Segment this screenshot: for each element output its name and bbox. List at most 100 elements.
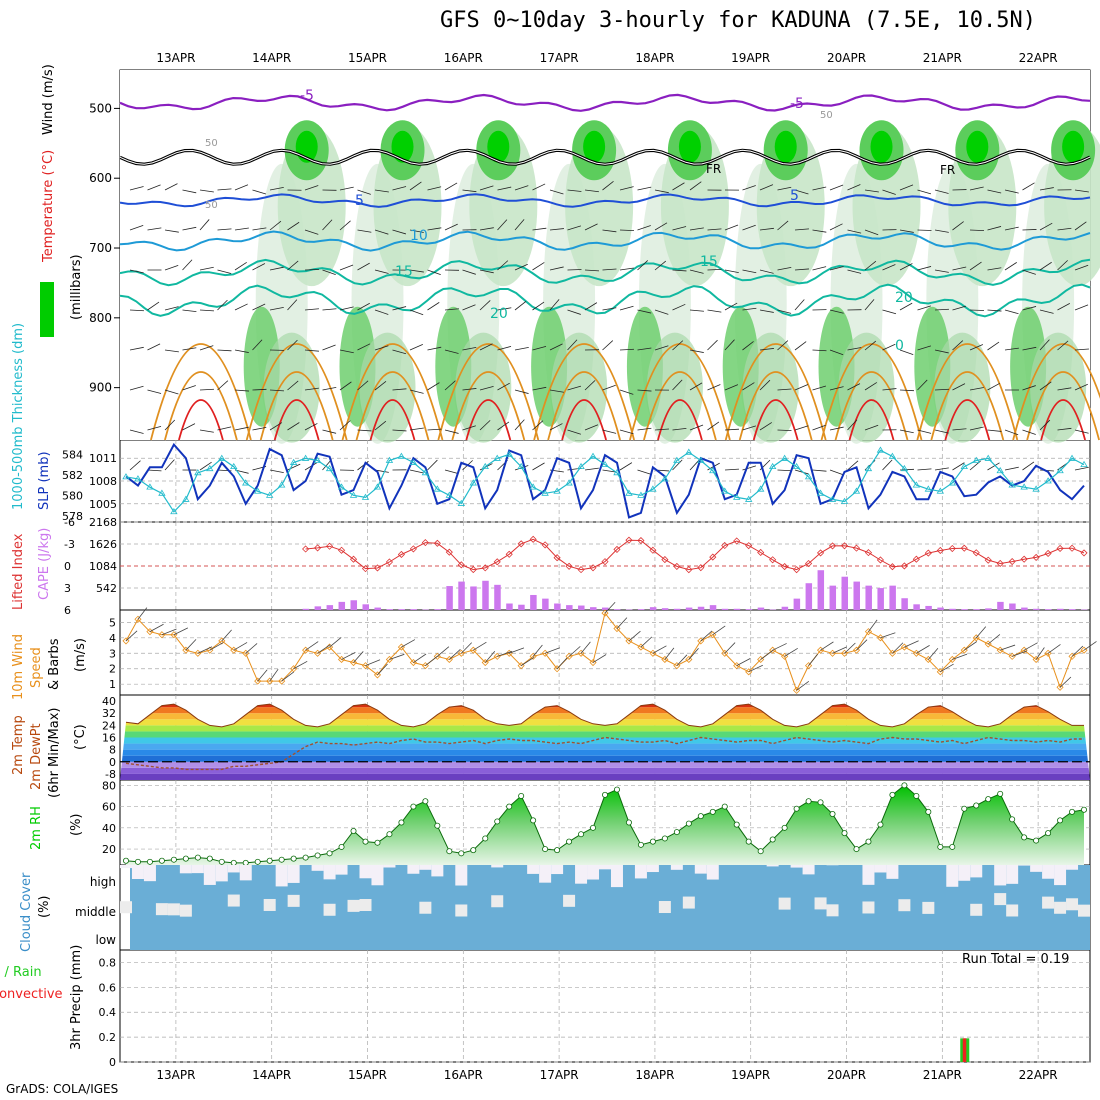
- thickness-point: [1020, 483, 1028, 490]
- temp-tick-label: 16: [102, 732, 116, 745]
- wind-barb-10m: [341, 652, 356, 660]
- wind-barb: [217, 188, 232, 191]
- rh-point: [266, 857, 273, 864]
- wind-barb: [637, 389, 652, 392]
- wind-barb: [287, 221, 300, 231]
- wind-barb: [619, 186, 634, 191]
- rh-point: [362, 838, 369, 845]
- rh-point: [781, 824, 788, 831]
- thickness-line: [125, 449, 1085, 513]
- wind-barb: [794, 384, 809, 391]
- cloud-high-gap: [670, 865, 683, 870]
- wind-speed-point: [254, 677, 262, 685]
- wind-barb: [322, 269, 336, 276]
- wind-barb: [497, 219, 508, 231]
- isotherm-arc: [437, 343, 540, 441]
- wind-barb: [444, 429, 459, 434]
- date-label-bottom: 15APR: [348, 1068, 387, 1082]
- wind-barb: [812, 424, 826, 431]
- wind-barb: [199, 429, 214, 433]
- lifted-index-point: [1020, 555, 1028, 563]
- wind-barb: [794, 341, 807, 351]
- wind-barb: [269, 306, 284, 311]
- wind-barb: [987, 382, 1000, 391]
- wind-barb: [654, 260, 667, 271]
- wind-barb-10m: [712, 625, 726, 636]
- wind-barb: [1074, 264, 1089, 271]
- wind-barb: [532, 420, 544, 431]
- wind-barb: [199, 219, 210, 231]
- wind-barb-10m: [580, 641, 591, 654]
- wind-barb-10m: [425, 656, 438, 666]
- lifted-index-point: [314, 544, 322, 552]
- cloud-high-gap: [287, 865, 300, 883]
- cloud-high-gap: [634, 865, 647, 879]
- lifted-index-point: [960, 544, 968, 552]
- wind-speed-point: [349, 658, 358, 667]
- cape-bar: [805, 583, 813, 610]
- isotherm-arc: [1012, 343, 1100, 441]
- date-label-bottom: 20APR: [827, 1068, 866, 1082]
- wind-axis-label-3: & Barbs: [47, 638, 62, 690]
- date-label-bottom: 13APR: [156, 1068, 195, 1082]
- thickness-point: [218, 454, 226, 461]
- freezing-level-line-inner: [119, 149, 1091, 165]
- cloud-cover-panel: high middle low: [75, 865, 1091, 950]
- wind-barb: [269, 266, 284, 271]
- rh-point: [230, 859, 237, 866]
- wind-barb: [462, 304, 476, 311]
- wind-barb: [269, 220, 282, 231]
- lifted-index-point: [673, 562, 681, 571]
- wind-barb: [987, 226, 1002, 231]
- thickness-point: [721, 487, 729, 494]
- thickness-point: [601, 460, 609, 467]
- rh-point: [182, 855, 189, 862]
- precip-legend-total: Total / Rain: [0, 965, 42, 980]
- wind-barb: [427, 227, 442, 231]
- wind-barb: [322, 344, 336, 351]
- wind-barb: [882, 459, 893, 471]
- isotherm-arc: [657, 399, 703, 441]
- cloud-high-gap: [203, 865, 216, 885]
- rh-point: [1057, 817, 1064, 824]
- rh-contour: [583, 130, 606, 163]
- wind-barb: [1057, 302, 1071, 311]
- precip-run-total: Run Total = 0.19: [958, 952, 1069, 967]
- wind-barb: [514, 419, 525, 431]
- rh-contour: [1030, 332, 1087, 443]
- wind-barb: [899, 429, 914, 434]
- wind-barb-10m: [904, 640, 919, 648]
- wind-barb-10m: [880, 632, 896, 639]
- cape-bar: [494, 584, 501, 610]
- wind-speed-point: [565, 652, 573, 660]
- wind-barb: [234, 389, 249, 392]
- wind-barb-10m: [604, 601, 616, 614]
- rh-point: [937, 843, 944, 850]
- wind-barb-10m: [257, 669, 268, 682]
- wind-barb-10m: [305, 641, 319, 651]
- wind-barb-10m: [952, 653, 968, 660]
- wind-barb: [409, 309, 424, 316]
- cape-bar: [1021, 607, 1028, 610]
- wind-barb: [269, 389, 284, 392]
- wind-barb: [567, 385, 582, 391]
- thickness-point: [1080, 460, 1088, 467]
- thickness-point: [828, 495, 837, 502]
- wind-barb: [882, 343, 896, 351]
- cape-bar: [817, 570, 825, 610]
- rh-point: [218, 858, 225, 865]
- wind-barb: [847, 419, 858, 431]
- cloud-mid-gap: [826, 904, 839, 917]
- cape-bar: [925, 605, 932, 610]
- rh-contour: [391, 130, 414, 163]
- slp-tick-label: 1011: [89, 452, 117, 465]
- temp-band: [120, 773, 1090, 780]
- lifted-index-point: [661, 556, 669, 564]
- thickness-point: [457, 499, 466, 506]
- lifted-index-point: [302, 545, 310, 553]
- cloud-high-gap: [131, 865, 144, 879]
- wind-barb: [829, 184, 844, 191]
- wind-barb: [952, 340, 964, 351]
- isotherm-label: 15: [700, 254, 718, 270]
- thickness-point: [421, 469, 430, 476]
